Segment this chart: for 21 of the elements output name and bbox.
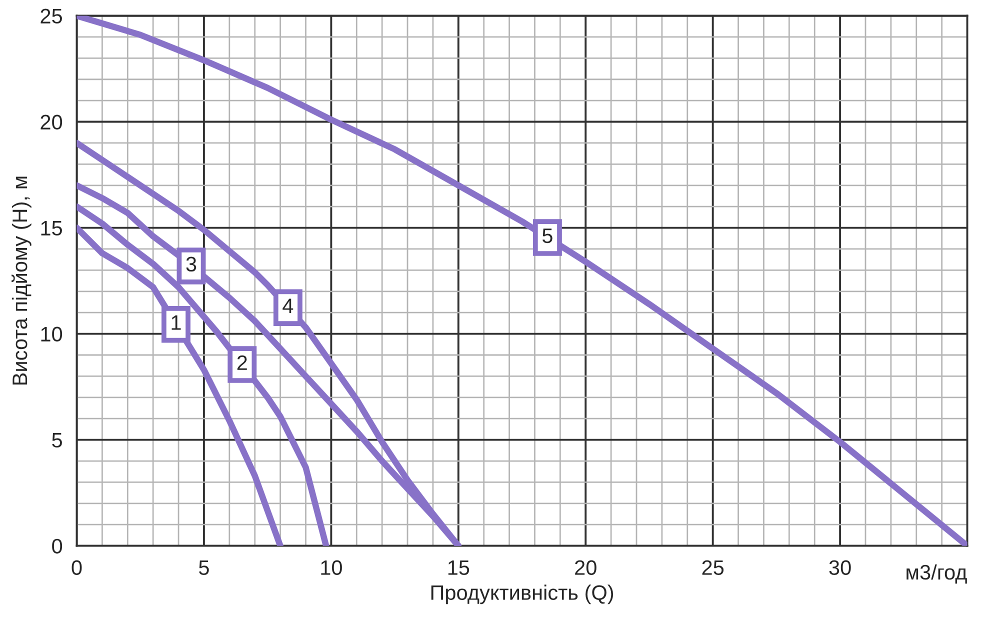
- x-tick-label: 15: [448, 560, 470, 576]
- text: м3/год: [906, 564, 967, 584]
- series-label: 4: [282, 298, 294, 314]
- x-tick-label: 20: [575, 560, 596, 576]
- series-label: 1: [172, 315, 181, 330]
- series-label: 3: [186, 256, 196, 272]
- y-tick-label: 25: [40, 8, 62, 24]
- x-tick-label: 10: [321, 560, 342, 576]
- y-axis-title: Висота підйому (Н), м: [12, 176, 32, 385]
- y-tick-label: 5: [52, 433, 62, 448]
- x-tick-label: 0: [72, 560, 82, 576]
- y-tick-label: 0: [52, 538, 62, 554]
- series-label: 5: [542, 228, 552, 244]
- x-tick-label: 5: [199, 560, 209, 576]
- y-tick-label: 15: [41, 221, 62, 236]
- x-axis-title: Продуктивність (Q): [431, 584, 614, 604]
- x-tick-label: 25: [702, 560, 724, 576]
- series-label: 2: [237, 355, 247, 370]
- y-tick-label: 20: [40, 114, 62, 130]
- y-tick-label: 10: [41, 326, 62, 342]
- x-tick-label: 30: [829, 560, 851, 576]
